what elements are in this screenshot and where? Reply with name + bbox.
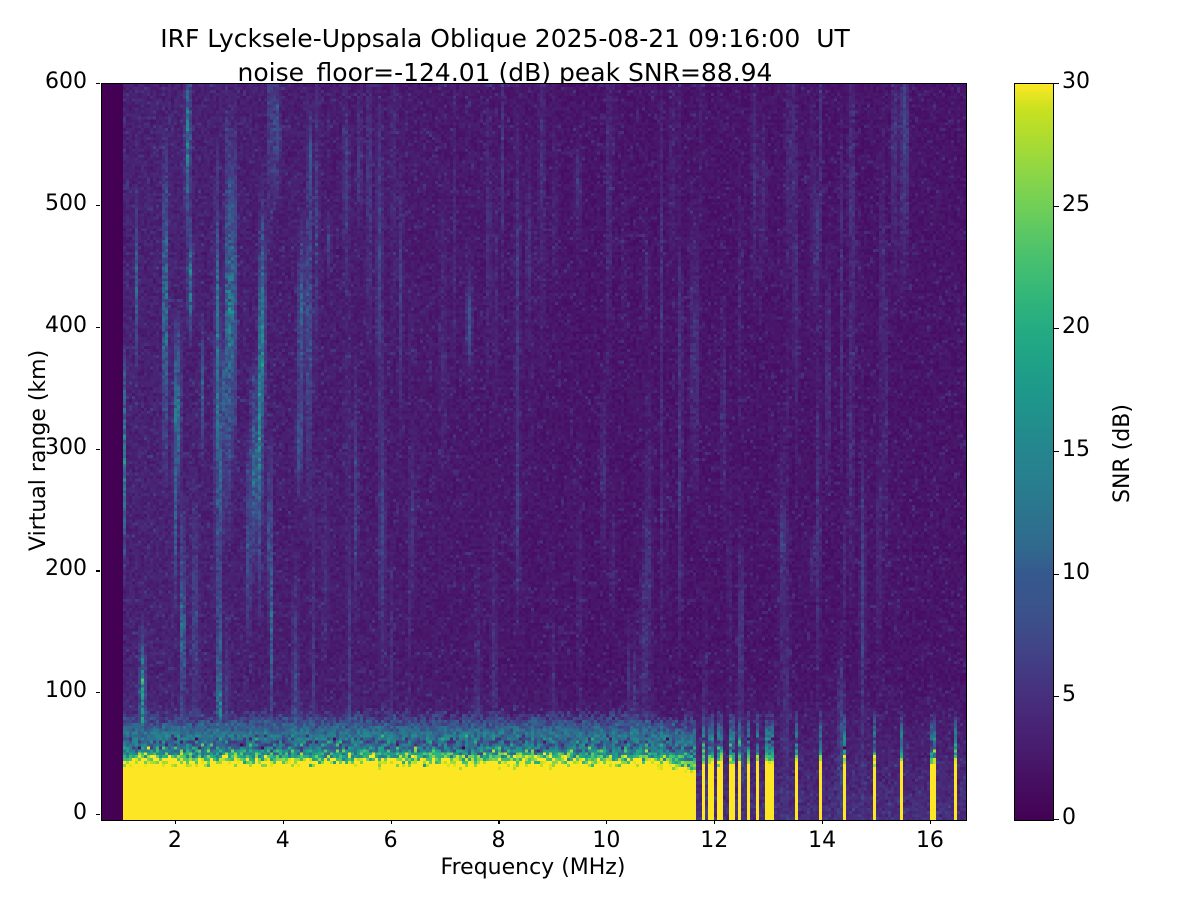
title-line-1: IRF Lycksele-Uppsala Oblique 2025-08-21 … [160, 24, 850, 53]
x-tick-label: 14 [808, 828, 837, 853]
x-tick-label: 4 [275, 828, 290, 853]
colorbar-tick-mark [1054, 696, 1059, 698]
y-tick-label: 600 [45, 69, 87, 94]
ionogram-plot-area[interactable] [101, 83, 967, 821]
x-tick-mark [929, 820, 932, 824]
colorbar-tick-label: 5 [1062, 682, 1076, 708]
title-line-2: noise_floor=-124.01 (dB) peak SNR=88.94 [237, 58, 773, 87]
colorbar-tick-label: 30 [1062, 69, 1090, 94]
x-tick-mark [822, 820, 824, 824]
x-tick-label: 10 [592, 828, 621, 853]
colorbar-tick-mark [1054, 328, 1059, 330]
x-axis-label: Frequency (MHz) [440, 855, 626, 880]
x-tick-label: 2 [167, 828, 182, 853]
x-tick-mark [390, 820, 392, 824]
y-tick-label: 0 [73, 800, 87, 826]
x-tick-label: 8 [491, 828, 506, 853]
figure-title: IRF Lycksele-Uppsala Oblique 2025-08-21 … [0, 22, 1010, 90]
x-tick-label: 6 [383, 828, 398, 853]
colorbar-tick-mark [1054, 205, 1059, 207]
colorbar-tick-label: 15 [1062, 437, 1090, 462]
y-tick-mark [96, 326, 100, 328]
colorbar-label: SNR (dB) [1110, 404, 1135, 503]
colorbar-tick-label: 20 [1062, 314, 1090, 340]
x-tick-label: 16 [915, 828, 944, 853]
y-tick-label: 500 [45, 190, 87, 216]
y-tick-label: 200 [45, 556, 87, 582]
colorbar-tick-mark [1054, 451, 1059, 453]
colorbar-tick-label: 0 [1062, 805, 1076, 830]
y-axis-label: Virtual range (km) [26, 349, 51, 551]
snr-heatmap-canvas [102, 84, 966, 820]
y-tick-label: 400 [45, 312, 87, 338]
colorbar-tick-label: 10 [1062, 559, 1090, 585]
x-tick-mark [282, 820, 284, 824]
x-tick-label: 12 [700, 828, 729, 853]
y-tick-mark [96, 814, 100, 816]
colorbar [1014, 83, 1054, 821]
snr-heatmap [102, 84, 966, 820]
y-tick-mark [96, 692, 100, 694]
y-tick-mark [96, 83, 100, 85]
y-tick-mark [96, 448, 100, 450]
y-tick-label: 100 [45, 678, 87, 704]
y-tick-mark [96, 570, 100, 572]
y-tick-label: 300 [45, 434, 87, 460]
x-tick-mark [606, 820, 608, 824]
x-tick-mark [498, 820, 500, 824]
colorbar-tick-mark [1054, 819, 1059, 821]
x-tick-mark [714, 820, 716, 824]
colorbar-tick-mark [1054, 83, 1059, 85]
y-tick-mark [96, 204, 100, 206]
x-tick-mark [174, 820, 176, 824]
colorbar-tick-mark [1054, 573, 1059, 575]
colorbar-tick-label: 25 [1062, 191, 1090, 217]
